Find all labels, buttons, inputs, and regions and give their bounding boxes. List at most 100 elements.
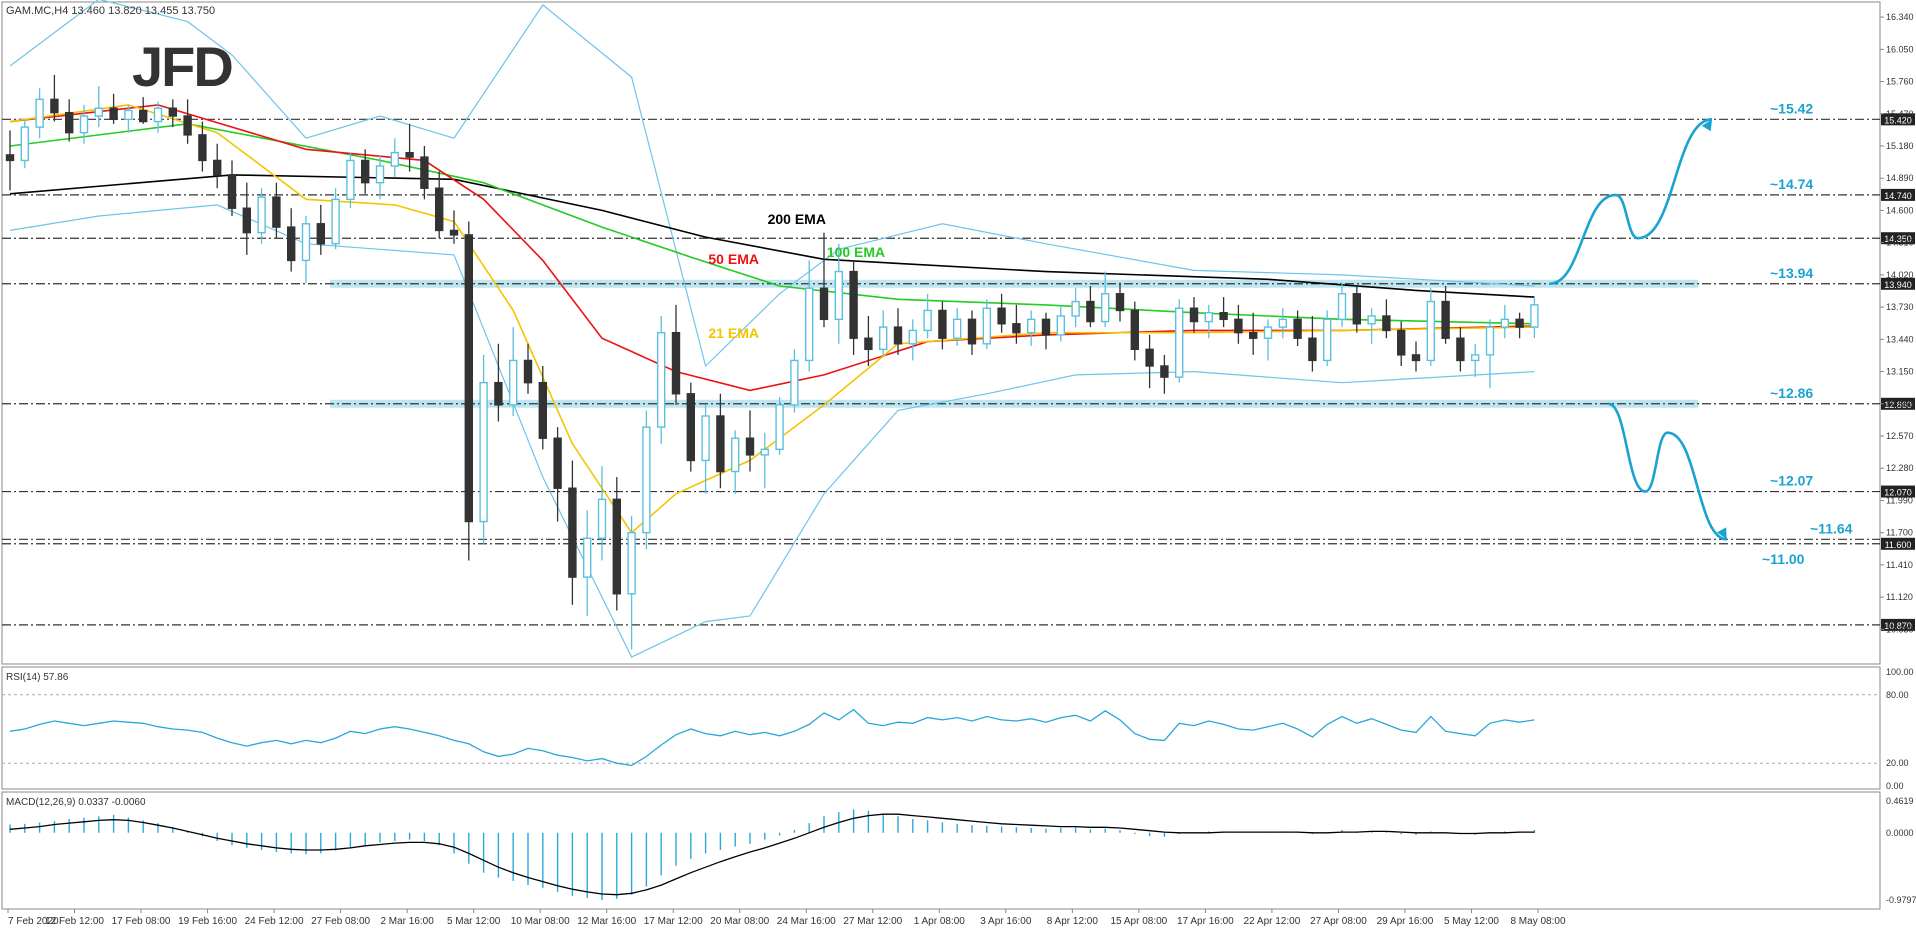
bullish-scenario-arrow xyxy=(1549,118,1713,286)
candle-body xyxy=(1322,318,1332,362)
candle-body xyxy=(908,329,917,345)
candle-body xyxy=(1263,326,1273,339)
candle-body xyxy=(138,109,148,123)
price-box-text: 11.600 xyxy=(1885,540,1912,550)
jfd-logo: JFD xyxy=(132,35,234,98)
candle-body xyxy=(819,287,829,321)
price-box-text: 10.870 xyxy=(1884,621,1912,631)
candle-body xyxy=(745,437,755,456)
candle-body xyxy=(227,174,237,209)
candle-body xyxy=(1441,300,1450,339)
candle-body xyxy=(390,151,399,167)
candle-body xyxy=(346,159,355,201)
time-tick-label: 29 Apr 16:00 xyxy=(1377,916,1434,927)
candle-body xyxy=(967,318,977,345)
time-tick-label: 27 Mar 12:00 xyxy=(843,916,902,927)
ema-label: 200 EMA xyxy=(768,211,826,227)
bullish-scenario-arrow-arrowhead xyxy=(1701,119,1712,132)
time-tick-label: 24 Feb 12:00 xyxy=(245,916,304,927)
candle-body xyxy=(316,223,325,245)
candle-body xyxy=(1293,318,1302,339)
price-tick-label: 12.860 xyxy=(1886,399,1914,409)
price-box xyxy=(1881,188,1915,201)
level-label: ~11.64 xyxy=(1810,520,1853,536)
candle-body xyxy=(790,359,799,406)
price-tick-label: 11.120 xyxy=(1886,592,1913,602)
price-tick-label: 10.830 xyxy=(1886,624,1914,634)
price-box xyxy=(1881,485,1915,498)
candle-body xyxy=(1174,307,1184,378)
candle-body xyxy=(109,107,118,121)
time-tick-label: 8 Apr 12:00 xyxy=(1047,916,1099,927)
candle-body xyxy=(272,196,281,228)
candle-body xyxy=(1012,323,1021,334)
candle-body xyxy=(701,415,710,462)
price-box xyxy=(1881,537,1915,550)
candle-body xyxy=(612,498,621,595)
candle-body xyxy=(50,98,59,114)
time-tick-label: 24 Mar 16:00 xyxy=(777,916,836,927)
candle-body xyxy=(805,287,814,362)
price-tick-label: 12.570 xyxy=(1886,431,1914,441)
price-tick-label: 14.310 xyxy=(1886,238,1914,248)
ema-line xyxy=(9,122,1535,325)
ema-label: 50 EMA xyxy=(708,251,759,267)
rsi-label: RSI(14) 57.86 xyxy=(6,672,69,683)
candle-body xyxy=(198,134,207,162)
price-box xyxy=(1881,232,1915,245)
candle-body xyxy=(79,115,89,134)
scenario-layer xyxy=(1549,118,1728,541)
candle-body xyxy=(1278,318,1288,328)
candle-body xyxy=(893,326,903,345)
candle-body xyxy=(538,381,547,439)
macd-panel xyxy=(1,791,1881,910)
candle-body xyxy=(1456,337,1465,362)
candle-body xyxy=(1337,293,1347,321)
candle-body xyxy=(361,159,370,184)
candle-body xyxy=(1234,318,1243,334)
time-tick-label: 3 Apr 16:00 xyxy=(980,916,1032,927)
price-box-text: 13.940 xyxy=(1884,280,1912,290)
candle-body xyxy=(1189,307,1199,323)
ema-label: 100 EMA xyxy=(827,244,885,260)
candle-body xyxy=(168,107,178,117)
time-tick-label: 12 Mar 16:00 xyxy=(577,916,636,927)
level-label: ~15.42 xyxy=(1770,100,1813,116)
candle-body xyxy=(834,270,843,321)
price-tick-label: 13.730 xyxy=(1886,302,1914,312)
candle-body xyxy=(583,537,592,578)
rsi-layer: 100.00 80.00 20.00 0.00 xyxy=(2,667,1914,791)
logo-text: JFD xyxy=(132,35,232,98)
time-tick-label: 7 Feb 2020 xyxy=(8,916,59,927)
rsi-line xyxy=(9,708,1535,767)
macd-tick-label: 0.0000 xyxy=(1886,828,1914,838)
price-box-text: 12.070 xyxy=(1884,488,1912,498)
candle-body xyxy=(20,126,29,162)
candle-body xyxy=(597,498,607,539)
candle-body xyxy=(923,309,932,332)
price-tick-label: 15.470 xyxy=(1886,109,1914,119)
candle-body xyxy=(775,404,784,451)
time-tick-label: 12 Feb 12:00 xyxy=(45,916,104,927)
candle-body xyxy=(1041,318,1051,336)
candle-body xyxy=(1367,315,1376,325)
price-tick-label: 14.020 xyxy=(1886,270,1914,280)
candle-body xyxy=(1396,329,1406,356)
levels-layer: ~15.42 15.420 ~14.74 14.740 14.350 ~13.94 13.9… xyxy=(2,100,1915,631)
candle-body xyxy=(864,337,873,351)
candle-body xyxy=(1026,318,1036,334)
price-tick-label: 11.990 xyxy=(1886,495,1913,505)
candle-body xyxy=(716,415,725,473)
candle-body xyxy=(464,234,473,523)
time-tick-label: 5 Mar 12:00 xyxy=(447,916,501,927)
macd-label: MACD(12,26,9) 0.0337 -0.0060 xyxy=(6,797,146,808)
candle-body xyxy=(1485,326,1495,356)
candle-body xyxy=(849,270,858,339)
rsi-panel xyxy=(1,666,1881,790)
time-tick-label: 17 Feb 08:00 xyxy=(112,916,171,927)
price-tick-label: 15.180 xyxy=(1886,141,1914,151)
candle-body xyxy=(1308,337,1317,362)
ema-label: 21 EMA xyxy=(708,325,759,341)
symbol-info: GAM.MC,H4 13.460 13.820 13.455 13.750 xyxy=(6,5,215,17)
